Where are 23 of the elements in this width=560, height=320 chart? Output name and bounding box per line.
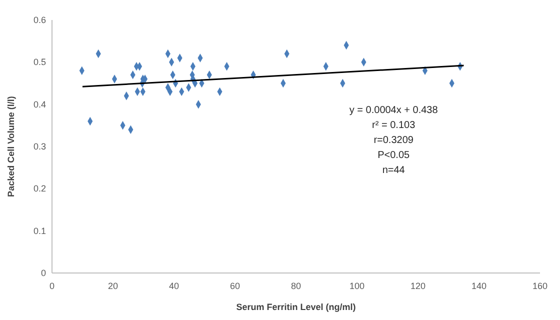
x-axis-title: Serum Ferritin Level (ng/ml): [236, 302, 356, 312]
y-axis-title: Packed Cell Volume (l/l): [6, 96, 16, 197]
y-tick-label: 0.3: [33, 142, 46, 152]
x-tick-label: 0: [49, 281, 55, 291]
x-tick-label: 120: [410, 281, 426, 291]
y-tick-label: 0.1: [33, 226, 46, 236]
annotation: y = 0.0004x + 0.438: [349, 104, 438, 116]
x-tick-label: 100: [349, 281, 365, 291]
x-tick-label: 40: [168, 281, 180, 291]
y-tick-label: 0.2: [33, 184, 46, 194]
x-tick-label: 140: [471, 281, 487, 291]
x-tick-label: 80: [290, 281, 302, 291]
annotation: P<0.05: [378, 150, 410, 161]
x-tick-label: 20: [108, 281, 118, 291]
annotation: n=44: [382, 164, 406, 176]
annotation: r² = 0.103: [372, 120, 416, 131]
x-tick-label: 160: [532, 281, 548, 291]
y-tick-label: 0.6: [33, 15, 46, 25]
y-tick-label: 0: [40, 268, 46, 278]
y-tick-label: 0.4: [33, 99, 46, 110]
annotation: r=0.3209: [374, 134, 414, 146]
x-tick-label: 60: [230, 281, 240, 291]
y-tick-label: 0.5: [33, 57, 46, 68]
